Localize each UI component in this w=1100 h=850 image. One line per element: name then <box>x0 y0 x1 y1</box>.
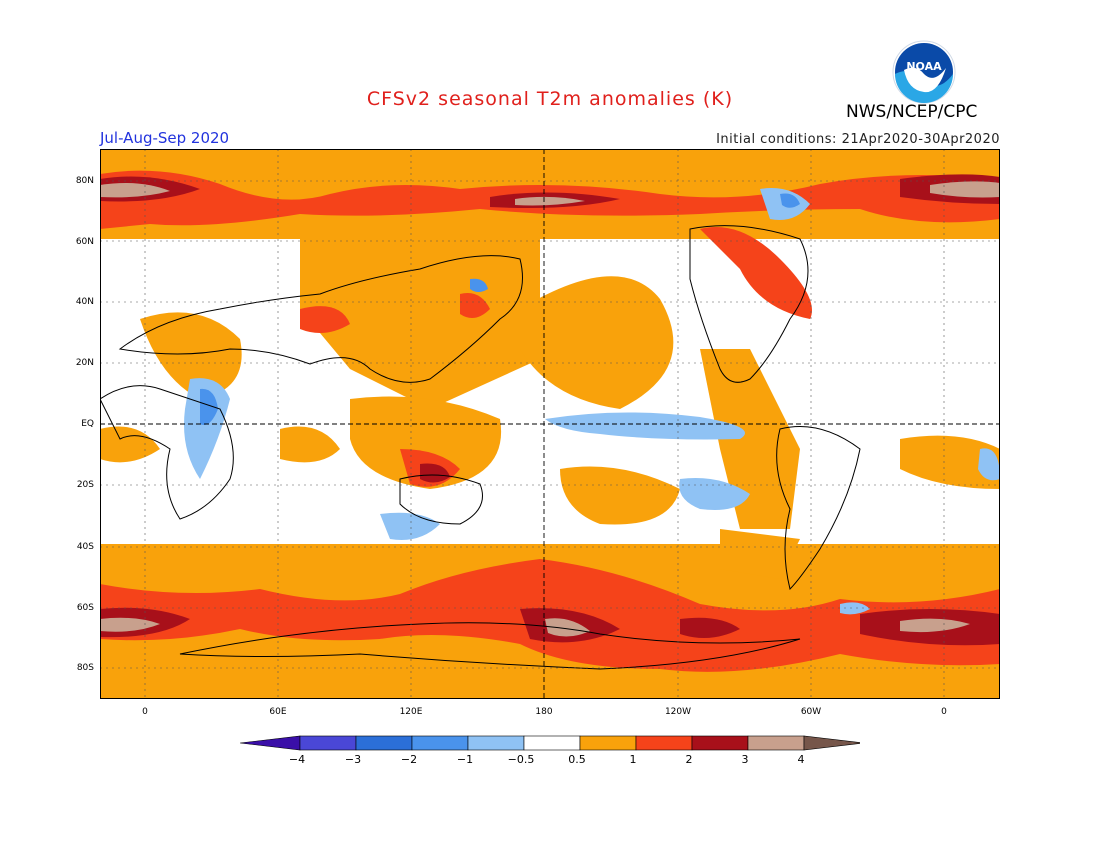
colorbar-swatch <box>747 735 805 751</box>
colorbar-label: 0.5 <box>568 753 586 766</box>
colorbar-arrow-left <box>240 735 301 751</box>
noaa-logo-icon: NOAA <box>892 40 956 104</box>
lon-label: 0 <box>142 707 148 717</box>
colorbar-swatch <box>523 735 581 751</box>
colorbar-swatch <box>579 735 637 751</box>
colorbar-swatch <box>635 735 693 751</box>
cooler-fields <box>200 193 800 425</box>
period-label: Jul-Aug-Sep 2020 <box>100 129 230 147</box>
colorbar-swatch <box>355 735 413 751</box>
colorbar-label: 4 <box>797 753 805 766</box>
lon-label: 120W <box>664 707 692 717</box>
colorbar-swatch <box>691 735 749 751</box>
colorbar-label: 2 <box>685 753 693 766</box>
anomaly-map <box>100 149 1000 699</box>
extreme-fields <box>100 181 1000 637</box>
map-title: CFSv2 seasonal T2m anomalies (K) <box>366 88 734 110</box>
lon-label: 60E <box>269 707 287 717</box>
colorbar-arrow-right <box>803 735 860 751</box>
colorbar-label: 1 <box>629 753 637 766</box>
colorbar-label: −3 <box>344 753 362 766</box>
reference-lines <box>100 149 1000 699</box>
colorbar-label: −0.5 <box>507 753 535 766</box>
colorbar-label: −2 <box>400 753 418 766</box>
colorbar-swatch <box>411 735 469 751</box>
lat-label: EQ <box>81 419 94 429</box>
colorbar <box>240 735 860 751</box>
lat-label: 20N <box>75 358 94 368</box>
lat-label: 40N <box>75 297 94 307</box>
graticule <box>100 149 1000 699</box>
colorbar-label: 3 <box>741 753 749 766</box>
colorbar-swatch <box>299 735 357 751</box>
lon-label: 120E <box>399 707 423 717</box>
lat-label: 60S <box>76 603 94 613</box>
colorbar-label: −4 <box>288 753 306 766</box>
cool-fields <box>184 188 1000 615</box>
lat-label: 80S <box>76 663 94 673</box>
lon-label: 180 <box>535 707 553 717</box>
colorbar-swatch <box>467 735 525 751</box>
lat-label: 60N <box>75 237 94 247</box>
lon-label: 0 <box>941 707 947 717</box>
lon-label: 60W <box>800 707 822 717</box>
lat-label: 80N <box>75 176 94 186</box>
lat-label: 40S <box>76 542 94 552</box>
noaa-logo-text: NOAA <box>906 60 942 73</box>
org-label: NWS/NCEP/CPC <box>846 102 978 122</box>
lat-label: 20S <box>76 480 94 490</box>
initial-conditions-label: Initial conditions: 21Apr2020-30Apr2020 <box>716 132 1000 147</box>
colorbar-label: −1 <box>456 753 474 766</box>
coastlines <box>100 225 861 670</box>
